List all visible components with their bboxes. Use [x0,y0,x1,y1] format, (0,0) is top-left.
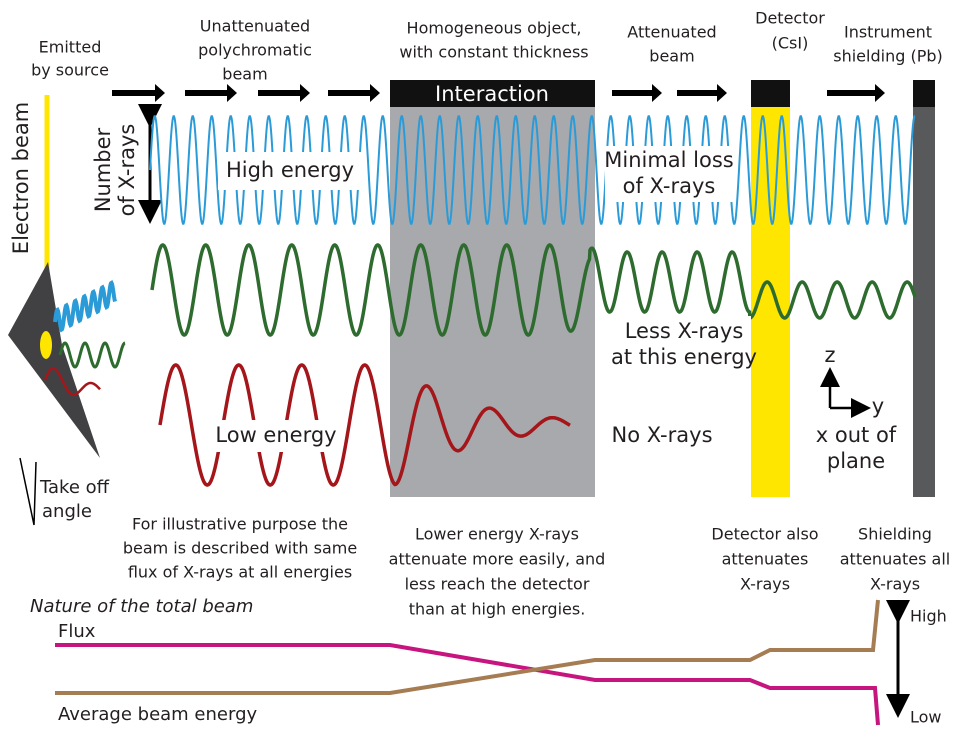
note: attenuate more easily, and [389,550,606,569]
detector-bar [751,80,790,107]
axis-name: y [872,394,884,418]
header-label: with constant thickness [399,43,588,62]
beam-arrow [112,84,165,102]
header-label: (CsI) [772,34,809,53]
label-bg [210,420,342,452]
section-title: Nature of the total beam [30,596,253,617]
header-label: polychromatic [198,41,312,60]
note: attenuates all [840,550,951,569]
note-label: of X-rays [623,174,716,198]
energy-line [55,599,880,695]
high-energy-wave [149,115,916,225]
header-label: Detector [755,9,825,28]
note: Lower energy X-rays [415,525,579,544]
note-label: Minimal loss [604,148,734,172]
interaction-bar [390,80,595,107]
note: For illustrative purpose the [132,515,348,534]
source-wave [43,367,101,396]
flux-line [55,643,880,726]
axis-name: plane [827,449,885,473]
note: than at high energies. [409,600,586,619]
energy-label: High energy [226,158,354,182]
header-label: Emitted [39,38,102,57]
energy-label: Low energy [215,423,336,447]
note: beam is described with same [123,539,357,558]
angle-label: angle [42,501,92,522]
scale-label: Low [910,708,942,727]
target [8,262,100,458]
interaction-label: Interaction [435,82,549,106]
beam-arrow [827,84,885,102]
beam-arrow [185,84,237,102]
angle-label: Take off [39,477,110,498]
shielding-bar [913,80,935,107]
spot [40,331,52,359]
note: flux of X-rays at all energies [128,563,352,582]
line-label: Average beam energy [58,704,257,725]
line-label: Flux [58,621,96,642]
header-label: Homogeneous object, [407,19,582,38]
shielding-region [913,105,935,497]
axis-label: of X-rays [115,124,139,217]
scale-label: High [910,607,947,626]
beam-arrow [258,84,310,102]
header-label: Unattenuated [200,17,310,36]
note-label: at this energy [611,345,757,369]
note-label: Less X-rays [625,319,744,343]
header-label: Instrument [844,23,932,42]
note: attenuates [722,550,809,569]
beam-arrow [612,84,662,102]
note: X-rays [740,575,790,594]
angle-mark [19,457,37,526]
label-bg [218,152,364,190]
note-label: No X-rays [611,423,712,447]
note: Detector also [711,525,818,544]
header-label: shielding (Pb) [833,47,942,66]
note: less reach the detector [405,575,590,594]
beam-arrow [677,84,727,102]
source-wave [58,341,126,369]
axis-name: z [824,343,835,367]
low-energy-wave [158,363,571,487]
beam-arrow [328,84,380,102]
header-label: beam [649,47,694,66]
mid-energy-wave [150,243,917,337]
header-label: by source [31,61,109,80]
electron-beam-label: Electron beam [9,102,33,254]
note: Shielding [858,525,932,544]
axis-name: x out of [816,423,897,447]
note: X-rays [870,575,920,594]
source-wave [53,280,117,333]
label-bg [605,146,733,202]
label-bg [617,316,751,372]
header-label: Attenuated [627,23,716,42]
header-label: beam [222,65,267,84]
axis-label: Number [91,127,115,212]
